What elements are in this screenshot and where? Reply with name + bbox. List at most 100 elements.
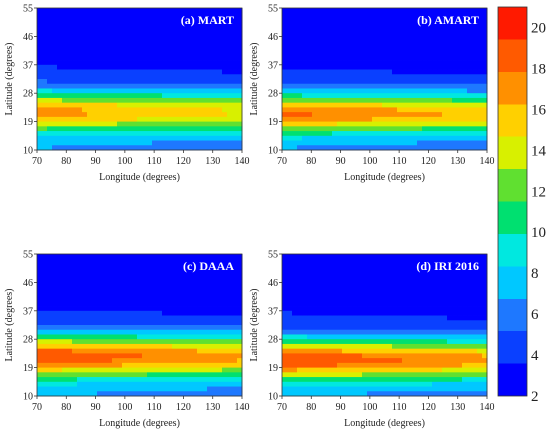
heatmap-cell (92, 112, 98, 118)
heatmap-cell (382, 381, 388, 387)
heatmap-cell (127, 12, 133, 18)
heatmap-cell (362, 69, 368, 75)
heatmap-cell (402, 135, 408, 141)
heatmap-cell (387, 315, 393, 321)
heatmap-cell (202, 121, 208, 127)
heatmap-cell (97, 135, 103, 141)
heatmap-cell (422, 8, 428, 14)
heatmap-cell (367, 348, 373, 354)
heatmap-cell (217, 386, 223, 392)
heatmap-cell (132, 291, 138, 297)
y-tick-label: 46 (23, 32, 33, 43)
heatmap-cell (112, 74, 118, 80)
y-axis-label: Latitude (degrees) (4, 288, 15, 361)
heatmap-cell (192, 112, 198, 118)
heatmap-cell (77, 339, 83, 345)
heatmap-cell (442, 112, 448, 118)
heatmap-cell (287, 64, 293, 70)
heatmap-cell (302, 88, 308, 94)
heatmap-cell (357, 88, 363, 94)
heatmap-cell (307, 26, 313, 33)
heatmap-cell (377, 135, 383, 141)
heatmap-cell (57, 362, 63, 368)
heatmap-cell (342, 97, 348, 104)
heatmap-cell (207, 107, 213, 113)
heatmap-cell (357, 325, 363, 331)
heatmap-cell (377, 93, 383, 99)
heatmap-cell (177, 353, 183, 359)
heatmap-cell (117, 362, 123, 368)
heatmap-cell (412, 291, 418, 297)
heatmap-cell (47, 36, 53, 42)
heatmap-cell (62, 291, 68, 297)
heatmap-cell (167, 79, 173, 85)
heatmap-cell (392, 131, 398, 137)
heatmap-cell (112, 79, 118, 85)
heatmap-cell (332, 282, 338, 288)
heatmap-cell (447, 112, 453, 118)
heatmap-cell (302, 367, 308, 373)
heatmap-cell (322, 121, 328, 127)
heatmap-cell (52, 50, 58, 56)
heatmap-cell (132, 64, 138, 70)
heatmap-cell (167, 140, 173, 146)
heatmap-cell (142, 79, 148, 85)
heatmap-cell (177, 282, 183, 288)
heatmap-cell (202, 41, 208, 47)
heatmap-cell (177, 358, 183, 364)
heatmap-cell (217, 339, 223, 345)
heatmap-cell (422, 301, 428, 307)
heatmap-cell (47, 258, 53, 264)
heatmap-cell (107, 45, 113, 51)
heatmap-cell (182, 8, 188, 14)
heatmap-cell (202, 277, 208, 283)
heatmap-cell (232, 386, 238, 392)
heatmap-cell (437, 315, 443, 321)
heatmap-cell (367, 112, 373, 118)
heatmap-cell (307, 386, 313, 392)
heatmap-cell (182, 31, 188, 37)
heatmap-cell (367, 272, 373, 279)
heatmap-cell (427, 391, 433, 397)
heatmap-cell (317, 74, 323, 80)
heatmap-cell (222, 367, 228, 373)
heatmap-cell (42, 381, 48, 387)
heatmap-cell (397, 8, 403, 14)
heatmap-cell (122, 263, 128, 269)
heatmap-cell (317, 258, 323, 264)
heatmap-cell (142, 97, 148, 104)
heatmap-cell (167, 268, 173, 274)
heatmap-cell (92, 83, 98, 89)
heatmap-cell (57, 17, 63, 23)
heatmap-cell (437, 41, 443, 47)
heatmap-cell (337, 116, 343, 122)
heatmap-cell (447, 263, 453, 269)
heatmap-cell (367, 74, 373, 80)
heatmap-cell (287, 26, 293, 33)
heatmap-cell (437, 102, 443, 108)
heatmap-cell (357, 45, 363, 51)
heatmap-cell (312, 339, 318, 345)
heatmap-cell (107, 306, 113, 312)
heatmap-cell (457, 301, 463, 307)
heatmap-cell (452, 55, 458, 61)
heatmap-cell (232, 320, 238, 326)
heatmap-cell (117, 45, 123, 51)
heatmap-cell (42, 69, 48, 75)
heatmap-cell (292, 102, 298, 108)
heatmap-cell (197, 372, 203, 378)
heatmap-cell (422, 258, 428, 264)
heatmap-cell (77, 107, 83, 113)
heatmap-cell (467, 131, 473, 137)
heatmap-cell (142, 291, 148, 297)
heatmap-cell (77, 254, 83, 260)
heatmap-cell (292, 55, 298, 61)
heatmap-cell (172, 263, 178, 269)
x-tick-label: 90 (336, 156, 346, 167)
heatmap-cell (442, 334, 448, 340)
heatmap-cell (417, 263, 423, 269)
heatmap-cell (362, 391, 368, 397)
heatmap-cell (347, 339, 353, 345)
heatmap-cell (282, 272, 288, 279)
heatmap-cell (127, 348, 133, 354)
